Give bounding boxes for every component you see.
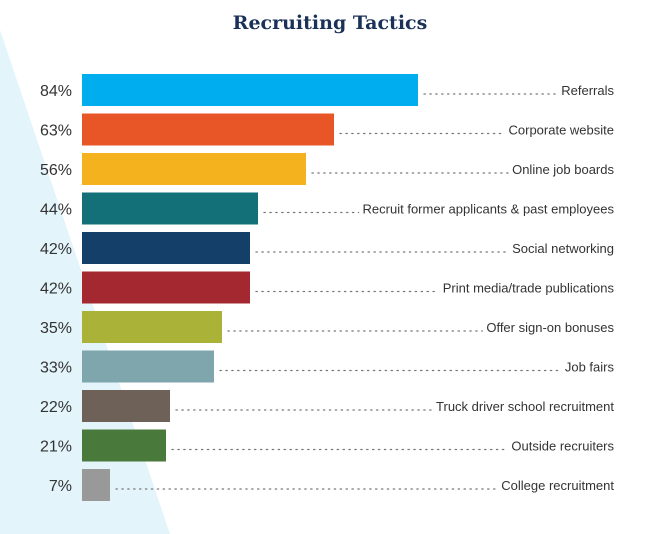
bar <box>82 192 258 225</box>
bar <box>82 113 334 146</box>
bar <box>82 390 170 422</box>
value-label: 84% <box>40 83 72 100</box>
bar <box>82 271 250 304</box>
value-label: 42% <box>40 241 72 258</box>
bar <box>82 429 166 462</box>
value-label: 42% <box>40 281 72 298</box>
value-label: 56% <box>40 162 72 179</box>
category-label: Outside recruiters <box>511 439 614 454</box>
value-label: 7% <box>49 478 72 495</box>
category-label: Social networking <box>512 241 614 256</box>
bar <box>82 74 418 106</box>
category-label: Recruit former applicants & past employe… <box>363 202 615 217</box>
category-label: Corporate website <box>509 123 615 138</box>
bar <box>82 469 110 501</box>
value-label: 21% <box>40 439 72 456</box>
value-label: 44% <box>40 202 72 219</box>
bar <box>82 232 250 264</box>
value-label: 35% <box>40 320 72 337</box>
category-label: Offer sign-on bonuses <box>486 320 614 335</box>
bar <box>82 350 214 383</box>
category-label: Truck driver school recruitment <box>436 399 614 414</box>
value-label: 63% <box>40 123 72 140</box>
category-label: Job fairs <box>565 360 615 375</box>
chart-title: Recruiting Tactics <box>232 12 428 34</box>
bar <box>82 311 222 343</box>
category-label: Referrals <box>561 83 614 98</box>
value-label: 22% <box>40 399 72 416</box>
bar <box>82 153 306 185</box>
category-label: Online job boards <box>512 162 614 177</box>
category-label: Print media/trade publications <box>443 281 615 296</box>
value-label: 33% <box>40 360 72 377</box>
category-label: College recruitment <box>501 478 614 493</box>
